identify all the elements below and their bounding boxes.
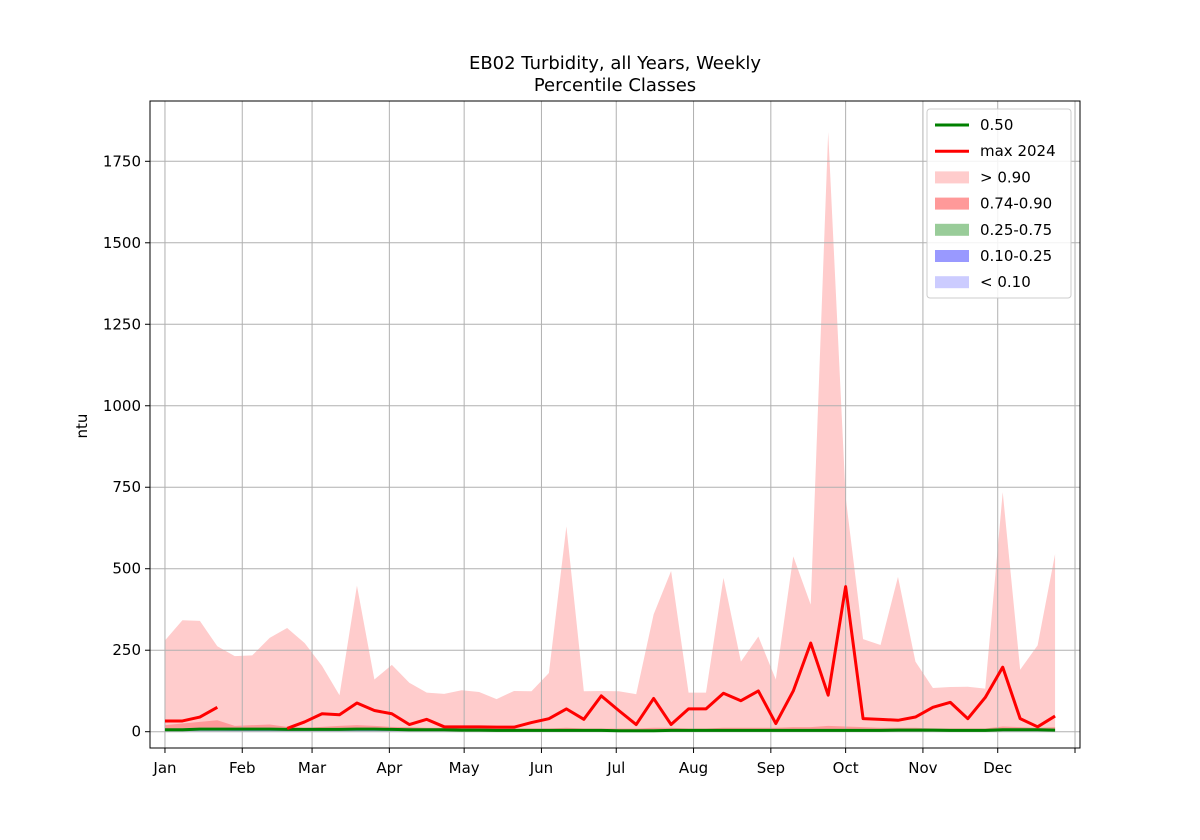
x-tick-label-1: Feb xyxy=(229,759,256,777)
legend-label-1: max 2024 xyxy=(980,142,1056,160)
x-tick-label-7: Aug xyxy=(679,759,708,777)
legend-swatch-3 xyxy=(935,197,969,210)
y-axis: 0 250 500 750 1000 1250 1500 1750 xyxy=(103,152,150,741)
legend-label-2: > 0.90 xyxy=(980,168,1031,186)
x-tick-label-11: Dec xyxy=(983,759,1012,777)
x-tick-label-10: Nov xyxy=(908,759,937,777)
series-line-0 xyxy=(164,727,1056,733)
y-axis-label: ntu xyxy=(73,414,91,439)
legend-label-6: < 0.10 xyxy=(980,273,1031,291)
legend-label-0: 0.50 xyxy=(980,116,1013,134)
plot-frame xyxy=(149,100,1081,749)
series-line-1 xyxy=(164,585,1056,730)
y-tick-label-3: 750 xyxy=(112,478,141,496)
chart-title: EB02 Turbidity, all Years, Weekly xyxy=(469,53,761,74)
percentile-bands xyxy=(164,131,1056,732)
x-tick-label-2: Mar xyxy=(298,759,327,777)
legend-label-5: 0.10-0.25 xyxy=(980,247,1052,265)
y-tick-label-5: 1250 xyxy=(103,315,141,333)
y-tick-label-6: 1500 xyxy=(103,234,141,252)
x-tick-label-5: Jun xyxy=(529,759,553,777)
legend-swatch-5 xyxy=(935,250,969,262)
series-lines xyxy=(164,585,1056,733)
legend-swatch-2 xyxy=(935,171,969,184)
legend: 0.50 max 2024 > 0.90 0.74-0.90 0.25-0.75 0.10… xyxy=(926,108,1072,299)
grid xyxy=(150,101,1080,748)
x-tick-label-9: Oct xyxy=(833,759,859,777)
legend-swatch-6 xyxy=(935,276,969,289)
legend-label-4: 0.25-0.75 xyxy=(980,221,1052,239)
y-tick-label-1: 250 xyxy=(112,641,141,659)
x-axis: Jan Feb Mar Apr May Jun Jul Aug Sep Oct Nov Dec xyxy=(152,748,1076,777)
x-tick-label-4: May xyxy=(449,759,480,777)
y-tick-label-7: 1750 xyxy=(103,152,141,170)
chart-subtitle: Percentile Classes xyxy=(534,75,696,96)
y-tick-label-2: 500 xyxy=(112,560,141,578)
legend-swatch-4 xyxy=(935,223,969,236)
x-tick-label-6: Jul xyxy=(606,759,625,777)
band-0 xyxy=(164,131,1056,732)
y-tick-label-0: 0 xyxy=(131,723,141,741)
y-tick-label-4: 1000 xyxy=(103,397,141,415)
x-tick-label-8: Sep xyxy=(757,759,785,777)
legend-label-3: 0.74-0.90 xyxy=(980,195,1052,213)
x-tick-label-3: Apr xyxy=(376,759,403,777)
x-tick-label-0: Jan xyxy=(152,759,176,777)
